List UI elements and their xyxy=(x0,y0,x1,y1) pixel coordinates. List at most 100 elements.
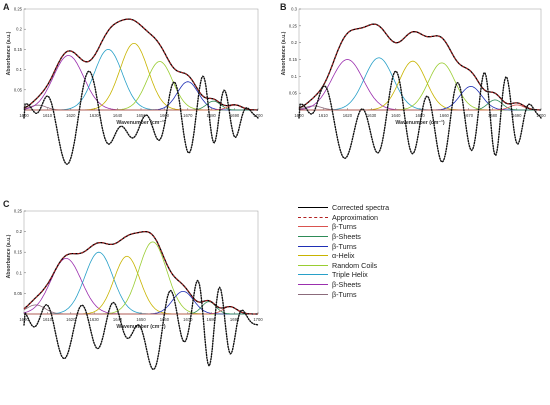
y-tick-label: 0.1 xyxy=(16,67,22,72)
legend-label: α-Helix xyxy=(332,251,355,261)
x-tick-label: 1680 xyxy=(488,113,498,118)
legend-item: Approximation xyxy=(298,213,448,223)
legend-label: Triple Helix xyxy=(332,270,368,280)
legend: Corrected spectra Approximation β-Turns … xyxy=(298,203,448,299)
y-tick-label: 0.2 xyxy=(16,27,22,32)
component-curve xyxy=(299,104,541,111)
legend-item: β-Turns xyxy=(298,241,448,251)
y-axis-label: Absorbance (a.u.) xyxy=(6,234,12,278)
plot-frame xyxy=(298,8,542,111)
y-tick-label: 0.1 xyxy=(291,74,297,79)
y-tick-label: 0.2 xyxy=(16,229,22,234)
panel-b: B 1600 1610 1620 1630 1640 1650 1660 1670 1680 16… xyxy=(277,0,549,200)
approximation-line xyxy=(298,23,541,111)
second-derivative-line xyxy=(23,279,259,371)
x-tick-label: 1650 xyxy=(415,113,425,118)
x-tick-label: 1700 xyxy=(253,317,263,322)
legend-swatch xyxy=(298,245,328,247)
x-tick-label: 1620 xyxy=(343,113,353,118)
legend-label: β-Turns xyxy=(332,222,357,232)
corrected-spectra-line xyxy=(23,230,258,315)
x-tick-label: 1640 xyxy=(113,113,123,118)
legend-item: Random Coils xyxy=(298,261,448,271)
panel-c: C 1600 1610 1620 1630 1640 1650 1660 1670 1680 16… xyxy=(0,197,272,405)
y-tick-label: 0.25 xyxy=(289,23,298,28)
chart-b: 1600 1610 1620 1630 1640 1650 1660 1670 1680 1690… xyxy=(281,7,546,163)
legend-item: α-Helix xyxy=(298,251,448,261)
component-curve xyxy=(24,61,258,111)
x-tick-label: 1610 xyxy=(319,113,329,118)
x-tick-label: 1660 xyxy=(440,113,450,118)
component-curve xyxy=(24,104,258,111)
legend-item: Triple Helix xyxy=(298,270,448,280)
y-tick-label: 0.15 xyxy=(289,57,298,62)
x-tick-label: 1620 xyxy=(66,113,76,118)
x-tick-label: 1630 xyxy=(90,113,100,118)
panel-a: A 1600 1610 1620 1630 1640 1650 1660 1670 1680 16… xyxy=(0,0,272,200)
legend-label: Random Coils xyxy=(332,260,378,270)
y-tick-label: 0.1 xyxy=(16,270,22,275)
legend-swatch xyxy=(298,226,328,228)
y-tick-label: 0.05 xyxy=(289,91,298,96)
panel-label-c: C xyxy=(3,199,10,209)
legend-swatch xyxy=(298,236,328,238)
x-tick-label: 1690 xyxy=(230,317,240,322)
panel-label-a: A xyxy=(3,2,10,12)
legend-label: Approximation xyxy=(332,212,378,222)
x-tick-label: 1640 xyxy=(391,113,401,118)
legend-label: β-Sheets xyxy=(332,280,361,290)
x-tick-label: 1630 xyxy=(90,317,100,322)
y-axis-label: Absorbance (a.u.) xyxy=(6,31,12,75)
legend-label: β-Sheets xyxy=(332,232,361,242)
x-tick-label: 1680 xyxy=(207,317,217,322)
x-tick-label: 1670 xyxy=(464,113,474,118)
chart-a: 1600 1610 1620 1630 1640 1650 1660 1670 1680 1690… xyxy=(6,7,263,165)
y-tick-label: 0.2 xyxy=(291,40,297,45)
legend-swatch xyxy=(298,255,328,257)
y-tick-label: 0.25 xyxy=(14,209,23,214)
x-tick-label: 1700 xyxy=(253,113,263,118)
x-tick-label: 1680 xyxy=(207,113,217,118)
approximation-line xyxy=(23,18,258,111)
x-tick-label: 1700 xyxy=(536,113,546,118)
x-tick-label: 1640 xyxy=(113,317,123,322)
x-tick-label: 1650 xyxy=(136,317,146,322)
component-curve xyxy=(24,43,258,111)
x-tick-label: 1670 xyxy=(183,317,193,322)
legend-label: Corrected spectra xyxy=(332,203,390,213)
x-tick-label: 1660 xyxy=(160,317,170,322)
legend-swatch xyxy=(298,284,328,286)
y-tick-label: 0.05 xyxy=(14,87,23,92)
x-tick-label: 1670 xyxy=(183,113,193,118)
approximation-line xyxy=(23,231,258,315)
x-tick-label: 1690 xyxy=(512,113,522,118)
x-tick-label: 1660 xyxy=(160,113,170,118)
legend-item: β-Turns xyxy=(298,222,448,232)
x-tick-label: 1610 xyxy=(43,317,53,322)
x-tick-label: 1650 xyxy=(136,113,146,118)
x-tick-label: 1690 xyxy=(230,113,240,118)
second-derivative-line xyxy=(298,70,542,163)
x-tick-label: 1610 xyxy=(43,113,53,118)
legend-swatch xyxy=(298,207,328,209)
legend-swatch xyxy=(298,216,328,218)
chart-c: 1600 1610 1620 1630 1640 1650 1660 1670 1680 1690… xyxy=(6,209,263,371)
legend-label: β-Turns xyxy=(332,289,357,299)
y-axis-label: Absorbance (a.u.) xyxy=(281,31,287,75)
legend-swatch xyxy=(298,274,328,276)
x-axis-label: Wavenumber (cm⁻¹) xyxy=(116,324,166,330)
legend-swatch xyxy=(298,264,328,266)
component-curve xyxy=(24,48,258,111)
legend-item: Corrected spectra xyxy=(298,203,448,213)
panel-label-b: B xyxy=(280,2,287,12)
y-tick-label: 0.05 xyxy=(14,291,23,296)
component-curve xyxy=(24,306,258,315)
legend-swatch xyxy=(298,293,328,295)
x-tick-label: 1630 xyxy=(367,113,377,118)
x-tick-label: 1620 xyxy=(66,317,76,322)
component-curve xyxy=(23,55,258,111)
y-tick-label: 0.15 xyxy=(14,47,23,52)
legend-item: β-Sheets xyxy=(298,232,448,242)
y-tick-label: 0.15 xyxy=(14,250,23,255)
legend-item: β-Turns xyxy=(298,289,448,299)
